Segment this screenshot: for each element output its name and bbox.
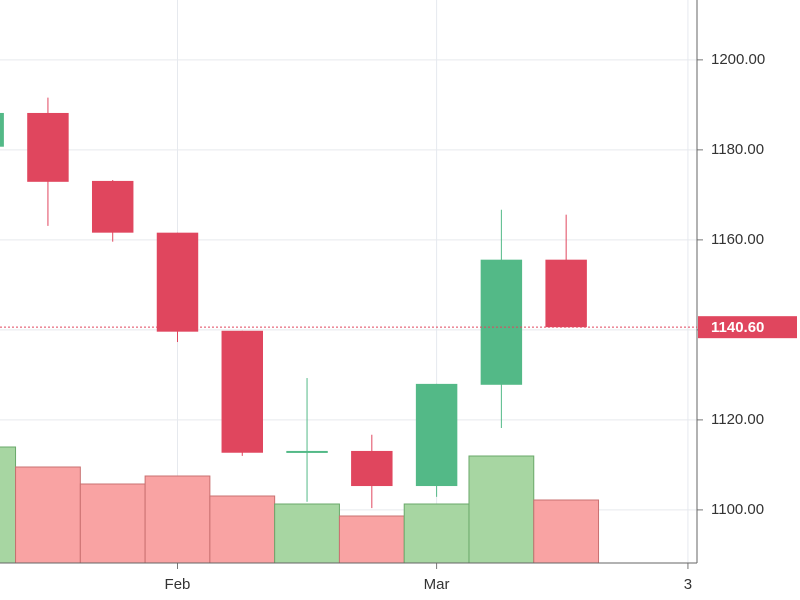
y-tick-label: 1100.00 — [711, 501, 764, 518]
candle-body — [221, 330, 263, 453]
volume-bar — [533, 499, 600, 564]
volume-bar — [79, 483, 146, 564]
volume-bar — [274, 503, 340, 564]
x-tick-label: Feb — [165, 576, 191, 593]
y-tick-label: 1180.00 — [711, 141, 764, 158]
candle-body — [27, 112, 69, 182]
candle-body — [351, 450, 393, 487]
candle-body — [0, 112, 4, 147]
x-tick-label: 3 — [684, 576, 692, 593]
candle-body — [286, 450, 328, 453]
volume-bar — [338, 515, 405, 564]
last-price-badge — [698, 316, 797, 339]
volume-bar — [209, 495, 276, 564]
volume-bar — [403, 503, 470, 564]
y-tick-label: 1200.00 — [711, 51, 765, 68]
candle-body — [480, 259, 523, 385]
y-tick-label: 1120.00 — [711, 411, 764, 428]
x-tick-label: Mar — [424, 576, 450, 593]
volume-bar — [0, 446, 17, 564]
candle-body — [545, 259, 587, 328]
candle-body — [156, 232, 199, 332]
volume-bar — [15, 466, 81, 564]
y-tick-label: 1160.00 — [711, 231, 764, 248]
candle-body — [415, 383, 458, 487]
last-price-label: 1140.60 — [711, 319, 764, 336]
volume-bar — [144, 475, 211, 564]
volume-bar — [468, 455, 535, 564]
candle-body — [91, 180, 134, 233]
